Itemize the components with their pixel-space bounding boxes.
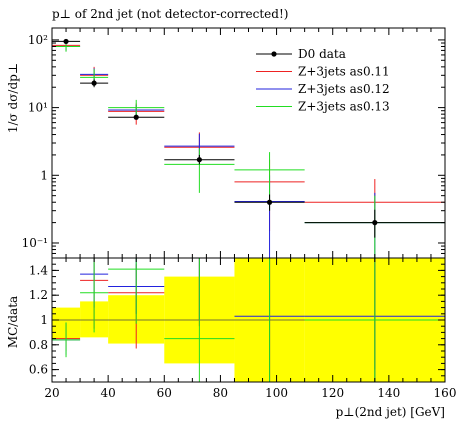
main-series-0-point-1 <box>91 80 97 86</box>
chart-title: p⊥ of 2nd jet (not detector-corrected!) <box>52 7 288 21</box>
x-tick-label-5: 120 <box>321 386 344 400</box>
legend-label-2: Z+3jets as0.12 <box>298 82 390 96</box>
ratio-y-tick-label-3: 1.2 <box>29 288 48 302</box>
main-series-0-point-0 <box>63 38 69 45</box>
legend-label-1: Z+3jets as0.11 <box>298 65 390 79</box>
ratio-series-2 <box>52 258 445 382</box>
x-tick-label-0: 20 <box>44 386 59 400</box>
main-series-0-point-5 <box>372 220 378 226</box>
main-frame <box>51 27 446 259</box>
ratio-panel: 20 40 60 80 100 120 140 160 0.6 0.8 1 1.2 1.4 <box>29 257 457 400</box>
legend-marker-0 <box>271 51 277 57</box>
main-y-tick-label-2: 10¹ <box>28 101 48 115</box>
ratio-y-tick-label-1: 0.8 <box>29 338 48 352</box>
main-series-0 <box>52 38 445 238</box>
ratio-y-tick-label-4: 1.4 <box>29 263 48 277</box>
legend-entry-2: Z+3jets as0.12 <box>256 82 390 96</box>
legend-label-3: Z+3jets as0.13 <box>298 100 390 114</box>
ratio-y-axis-label: MC/data <box>6 296 20 348</box>
main-series-0-point-3 <box>196 157 202 163</box>
x-tick-label-1: 40 <box>101 386 116 400</box>
ratio-y-tick-label-2: 1 <box>40 313 48 327</box>
legend-label-0: D0 data <box>298 47 346 61</box>
legend-entry-1: Z+3jets as0.11 <box>256 65 390 79</box>
x-tick-label-7: 160 <box>434 386 457 400</box>
x-tick-label-3: 80 <box>213 386 228 400</box>
legend: D0 data Z+3jets as0.11 Z+3jets as0.12 Z+3je… <box>256 47 390 114</box>
main-series-0-point-4 <box>266 199 273 205</box>
legend-entry-3: Z+3jets as0.13 <box>256 100 390 114</box>
x-tick-label-6: 140 <box>377 386 400 400</box>
main-y-tick-label-3: 10² <box>28 33 48 47</box>
main-panel: 10⁻¹ 1 10¹ 10² <box>22 27 446 259</box>
main-y-tick-label-1: 1 <box>40 168 48 182</box>
x-tick-label-4: 100 <box>265 386 288 400</box>
main-y-tick-label-0: 10⁻¹ <box>22 236 48 250</box>
legend-entry-0: D0 data <box>256 47 346 61</box>
x-axis-label: p⊥(2nd jet) [GeV] <box>336 405 445 419</box>
ratio-y-tick-label-0: 0.6 <box>29 363 48 377</box>
main-y-axis-label: 1/σ dσ/dp⊥ <box>6 63 20 133</box>
x-tick-label-2: 60 <box>157 386 172 400</box>
main-series-0-point-2 <box>133 114 139 120</box>
